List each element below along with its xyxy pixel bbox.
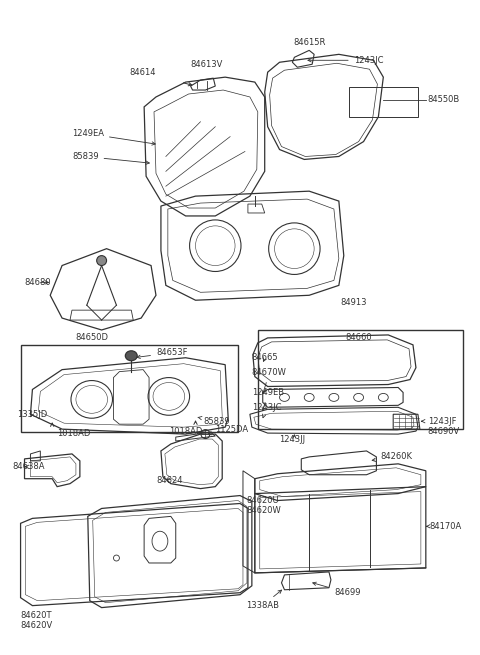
Text: 1243JC: 1243JC (252, 403, 281, 418)
Text: 84620U: 84620U (246, 496, 278, 505)
Text: 84620T: 84620T (21, 611, 52, 620)
Text: 84550B: 84550B (428, 96, 460, 104)
Text: 1249EB: 1249EB (252, 388, 284, 411)
Text: 84660: 84660 (345, 333, 372, 343)
Ellipse shape (96, 255, 107, 265)
Text: 84665: 84665 (252, 353, 278, 362)
Text: 84913: 84913 (341, 298, 367, 307)
Text: 84670W: 84670W (252, 368, 287, 394)
Text: 1243JJ: 1243JJ (279, 434, 306, 443)
Ellipse shape (125, 351, 137, 361)
Text: 84624: 84624 (156, 476, 182, 485)
Text: 84615R: 84615R (293, 38, 325, 47)
Text: 84650D: 84650D (75, 333, 108, 343)
Text: 84260K: 84260K (372, 453, 412, 462)
Text: 84680: 84680 (24, 278, 51, 287)
Text: 1243JF: 1243JF (421, 417, 456, 426)
Text: 84614: 84614 (130, 67, 156, 77)
Text: 84620W: 84620W (246, 506, 281, 515)
Bar (258, 330, 463, 429)
Text: 84699: 84699 (313, 582, 360, 597)
Bar (21, 345, 238, 432)
Text: 1335JD: 1335JD (17, 410, 47, 419)
Text: 84653F: 84653F (137, 348, 188, 358)
Text: 85839: 85839 (198, 417, 230, 426)
Text: 1338AB: 1338AB (246, 590, 282, 610)
Text: 84170A: 84170A (427, 522, 462, 531)
Text: 84613V: 84613V (191, 60, 223, 69)
Text: 85839: 85839 (72, 152, 149, 164)
Text: 84620V: 84620V (21, 621, 53, 630)
Text: 1125DA: 1125DA (208, 424, 249, 435)
Text: 1018AD: 1018AD (57, 428, 91, 438)
Text: 1243JC: 1243JC (308, 56, 383, 65)
Text: 84638A: 84638A (12, 462, 45, 472)
Text: 1018AD: 1018AD (169, 426, 203, 436)
Text: 84690V: 84690V (428, 426, 460, 436)
Text: 1249EA: 1249EA (72, 129, 156, 145)
